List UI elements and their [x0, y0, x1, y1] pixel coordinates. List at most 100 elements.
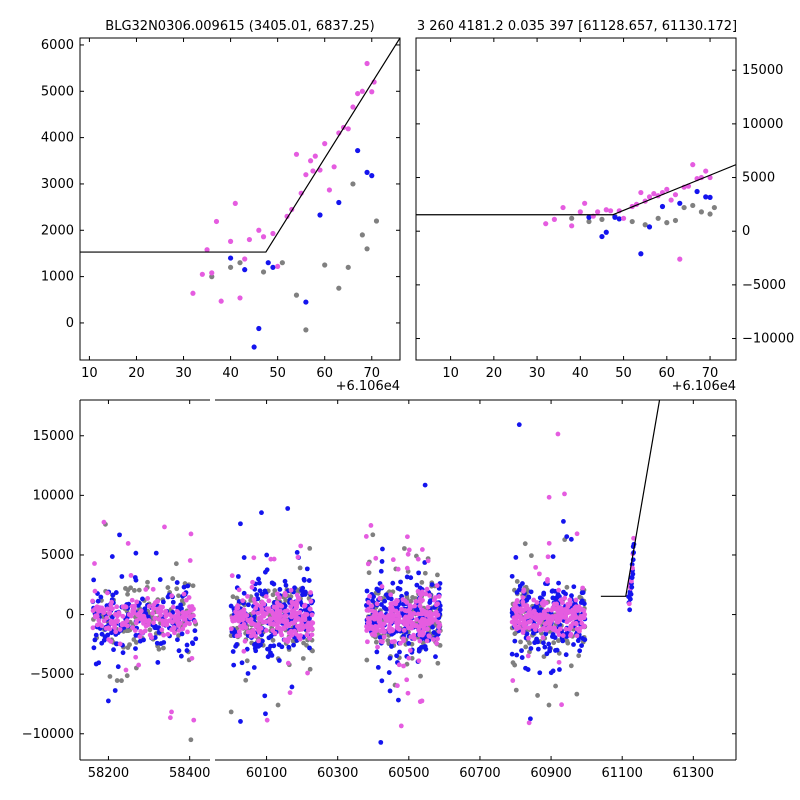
point-magenta [152, 600, 158, 605]
point-magenta [435, 619, 441, 625]
point-blue [301, 577, 307, 583]
point-magenta [536, 571, 542, 577]
point-gray [293, 292, 300, 298]
point-blue [241, 590, 247, 596]
point-magenta [310, 168, 316, 174]
point-magenta [187, 621, 192, 627]
point-magenta [424, 638, 430, 644]
point-magenta [374, 601, 380, 607]
point-magenta [401, 627, 407, 633]
point-magenta [326, 187, 333, 193]
point-blue [176, 648, 182, 654]
point-blue [364, 588, 370, 594]
title-right: 3 260 4181.2 0.035 397 [61128.657, 61130… [417, 19, 737, 34]
point-magenta [169, 709, 174, 715]
point-blue [677, 200, 683, 206]
point-gray [248, 594, 254, 600]
point-gray [303, 327, 309, 333]
point-blue [524, 631, 530, 637]
point-blue [416, 648, 422, 654]
point-gray [435, 572, 440, 578]
point-magenta [271, 621, 276, 626]
point-gray [527, 640, 532, 646]
point-magenta [105, 606, 110, 612]
point-magenta [571, 610, 577, 615]
point-magenta [113, 629, 119, 635]
point-magenta [568, 633, 573, 639]
point-blue [430, 624, 435, 630]
point-magenta [189, 607, 195, 613]
point-blue [307, 616, 312, 622]
point-magenta [664, 186, 670, 192]
point-magenta [363, 534, 369, 539]
point-magenta [425, 604, 431, 610]
point-blue [99, 631, 105, 637]
point-magenta [379, 584, 385, 589]
point-gray [133, 640, 139, 645]
point-magenta [286, 635, 292, 641]
point-blue [569, 593, 574, 599]
point-blue [512, 638, 518, 644]
point-magenta [218, 298, 224, 304]
point-blue [550, 554, 556, 560]
point-blue [174, 580, 180, 585]
point-magenta [133, 654, 139, 660]
point-magenta [152, 615, 158, 621]
point-blue [550, 595, 556, 601]
panel-top-left: 10 20 30 40 50 60 70+6.106e4 0 1000 2000 3000 4000 5… [41, 37, 401, 394]
point-blue [179, 606, 184, 611]
point-magenta [430, 637, 436, 642]
point-magenta [407, 603, 413, 608]
point-gray [418, 673, 423, 679]
point-magenta [137, 634, 143, 640]
point-magenta [677, 256, 683, 262]
point-magenta [304, 632, 310, 638]
point-magenta [552, 602, 558, 607]
point-magenta [92, 588, 98, 594]
point-blue [112, 688, 118, 693]
point-blue [646, 224, 653, 230]
point-magenta [377, 595, 383, 601]
point-magenta [365, 561, 371, 567]
point-magenta [517, 606, 523, 612]
point-magenta [251, 621, 257, 627]
point-magenta [540, 635, 546, 641]
point-magenta [538, 619, 543, 624]
point-blue [694, 188, 700, 195]
point-magenta [259, 599, 265, 605]
point-blue [111, 647, 116, 653]
point-gray [272, 588, 278, 593]
point-blue [530, 630, 536, 636]
x-tick-label: 61100 [602, 766, 643, 781]
point-magenta [394, 620, 399, 626]
point-magenta [577, 209, 583, 215]
point-gray [307, 666, 313, 672]
point-blue [256, 576, 261, 582]
point-blue [262, 569, 268, 575]
point-blue [303, 299, 309, 305]
point-magenta [189, 655, 195, 661]
point-magenta [300, 625, 306, 631]
x-tick-label: 61300 [673, 766, 714, 781]
point-magenta [277, 611, 282, 616]
point-magenta [236, 629, 242, 635]
point-magenta [147, 632, 153, 638]
point-magenta [390, 557, 396, 563]
point-magenta [389, 617, 394, 623]
point-blue [378, 739, 384, 745]
point-magenta [256, 625, 262, 631]
point-magenta [385, 618, 391, 624]
point-blue [580, 636, 586, 641]
point-gray [410, 595, 415, 600]
point-magenta [690, 162, 696, 168]
point-blue [557, 667, 562, 672]
point-blue [245, 671, 251, 676]
point-blue [119, 574, 125, 579]
y-tick-label: 5000 [41, 548, 74, 563]
point-blue [369, 173, 375, 179]
point-magenta [254, 602, 260, 608]
point-magenta [90, 608, 96, 614]
point-magenta [236, 587, 242, 593]
y-tick-label: −5000 [742, 278, 786, 293]
point-gray [408, 598, 414, 604]
